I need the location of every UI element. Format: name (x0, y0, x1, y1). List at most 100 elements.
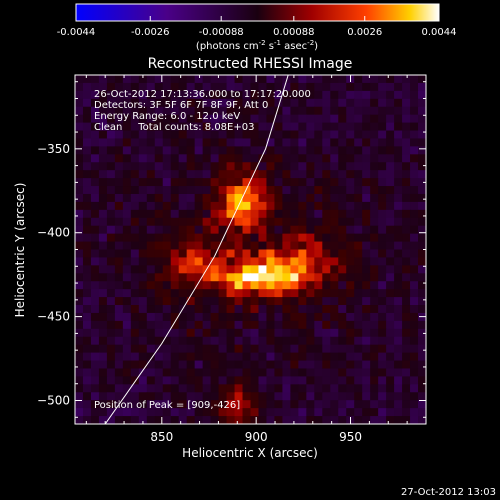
heatmap-cell (138, 392, 148, 401)
y-tick-label: −450 (37, 310, 70, 324)
heatmap-cell (354, 312, 363, 322)
heatmap-cell (330, 368, 339, 378)
heatmap-cell (402, 75, 411, 84)
heatmap-cell (178, 217, 188, 227)
heatmap-cell (75, 400, 84, 409)
heatmap-cell (370, 408, 379, 417)
heatmap-cell (234, 138, 244, 147)
heatmap-cell (418, 408, 426, 417)
heatmap-cell (130, 130, 140, 140)
heatmap-cell (194, 360, 204, 370)
heatmap-cell (338, 122, 347, 132)
heatmap-cell (354, 193, 363, 203)
heatmap-cell (122, 392, 132, 401)
heatmap-cell (210, 320, 220, 330)
heatmap-cell (290, 178, 299, 187)
heatmap-cell (98, 241, 108, 251)
heatmap-cell (90, 225, 100, 235)
heatmap-cell (266, 305, 276, 314)
heatmap-cell (178, 241, 188, 251)
heatmap-cell (290, 225, 299, 235)
heatmap-cell (234, 178, 244, 187)
heatmap-cell (170, 154, 180, 163)
heatmap-cell (306, 336, 315, 346)
heatmap-cell (122, 98, 132, 108)
heatmap-cell (170, 130, 180, 140)
heatmap-cell (362, 265, 371, 274)
heatmap-cell (75, 209, 84, 219)
heatmap-cell (418, 416, 426, 424)
heatmap-cell (146, 233, 156, 243)
heatmap-cell (114, 225, 124, 235)
heatmap-cell (98, 265, 108, 274)
heatmap-cell (394, 90, 403, 100)
heatmap-cell (330, 249, 339, 259)
heatmap-cell (346, 352, 355, 362)
heatmap-cell (250, 297, 260, 306)
heatmap-cell (282, 249, 291, 259)
heatmap-cell (162, 352, 172, 362)
heatmap-cell (370, 416, 379, 424)
heatmap-cell (354, 320, 363, 330)
heatmap-cell (362, 122, 371, 132)
heatmap-cell (234, 265, 244, 274)
heatmap-cell (402, 320, 411, 330)
heatmap-cell (306, 273, 315, 282)
heatmap-cell (106, 384, 116, 393)
heatmap-cell (162, 305, 172, 314)
heatmap-cell (82, 122, 92, 132)
heatmap-cell (138, 201, 148, 211)
heatmap-cell (194, 305, 204, 314)
heatmap-cell (282, 217, 291, 227)
heatmap-cell (346, 130, 355, 140)
heatmap-cell (162, 75, 172, 84)
heatmap-cell (266, 209, 276, 219)
heatmap-cell (226, 186, 236, 195)
heatmap-cell (162, 225, 172, 235)
heatmap-cell (354, 408, 363, 417)
heatmap-cell (250, 106, 260, 116)
heatmap-cell (274, 114, 284, 124)
heatmap-cell (290, 146, 299, 155)
heatmap-cell (130, 257, 140, 266)
heatmap-cell (218, 217, 228, 227)
heatmap-cell (362, 90, 371, 100)
heatmap-cell (122, 376, 132, 385)
heatmap-cell (234, 114, 244, 124)
heatmap-cell (298, 392, 307, 401)
heatmap-cell (218, 368, 228, 378)
heatmap-cell (298, 352, 307, 362)
heatmap-cell (306, 186, 315, 195)
heatmap-cell (130, 186, 140, 195)
heatmap-cell (370, 106, 379, 116)
heatmap-cell (250, 209, 260, 219)
heatmap-cell (146, 201, 156, 211)
heatmap-cell (186, 233, 196, 243)
heatmap-cell (138, 186, 148, 195)
heatmap-cell (75, 225, 84, 235)
heatmap-cell (378, 106, 387, 116)
heatmap-cell (354, 360, 363, 370)
heatmap-cell (82, 170, 92, 179)
heatmap-cell (178, 408, 188, 417)
heatmap-cell (322, 392, 331, 401)
heatmap-cell (290, 400, 299, 409)
heatmap-cell (170, 344, 180, 354)
heatmap-cell (394, 82, 403, 92)
heatmap-cell (146, 114, 156, 124)
heatmap-cell (274, 225, 284, 235)
heatmap-cell (370, 273, 379, 282)
heatmap-cell (194, 265, 204, 274)
heatmap-cell (75, 265, 84, 274)
heatmap-cell (290, 75, 299, 84)
heatmap-cell (394, 416, 403, 424)
heatmap-cell (354, 75, 363, 84)
heatmap-cell (314, 122, 323, 132)
heatmap-cell (322, 249, 331, 259)
heatmap-cell (138, 106, 148, 116)
heatmap-cell (162, 376, 172, 385)
heatmap-cell (154, 75, 164, 84)
heatmap-cell (170, 217, 180, 227)
heatmap-cell (138, 344, 148, 354)
heatmap-cell (282, 297, 291, 306)
